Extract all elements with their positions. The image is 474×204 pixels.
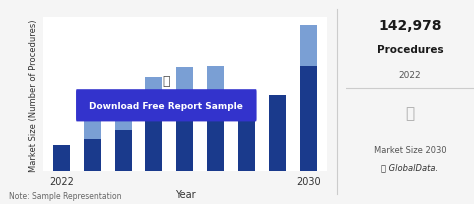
Text: Note: Sample Representation: Note: Sample Representation bbox=[9, 191, 122, 200]
Bar bbox=[176, 68, 193, 116]
Bar bbox=[83, 139, 100, 171]
FancyBboxPatch shape bbox=[76, 90, 256, 122]
Bar bbox=[300, 26, 317, 67]
Bar bbox=[238, 110, 255, 171]
Bar bbox=[176, 116, 193, 171]
Text: 142,978: 142,978 bbox=[378, 19, 442, 33]
Bar bbox=[115, 99, 131, 131]
Bar bbox=[207, 116, 224, 171]
Bar bbox=[146, 122, 163, 171]
Text: ⓘ GlobalData.: ⓘ GlobalData. bbox=[382, 163, 438, 171]
Bar bbox=[115, 131, 131, 171]
Bar bbox=[83, 122, 100, 139]
Text: 🔒: 🔒 bbox=[163, 74, 170, 88]
X-axis label: Year: Year bbox=[174, 189, 195, 199]
Bar bbox=[207, 67, 224, 116]
Text: Procedures: Procedures bbox=[377, 45, 443, 55]
Y-axis label: Market Size (Number of Procedures): Market Size (Number of Procedures) bbox=[29, 19, 38, 171]
Text: Market Size 2030: Market Size 2030 bbox=[374, 145, 447, 154]
Bar bbox=[300, 67, 317, 171]
Bar bbox=[269, 96, 286, 171]
Bar bbox=[53, 145, 70, 171]
Text: 🔒: 🔒 bbox=[405, 106, 415, 121]
Text: Download Free Report Sample: Download Free Report Sample bbox=[90, 102, 243, 111]
Bar bbox=[146, 78, 163, 122]
Text: 2022: 2022 bbox=[399, 71, 421, 80]
